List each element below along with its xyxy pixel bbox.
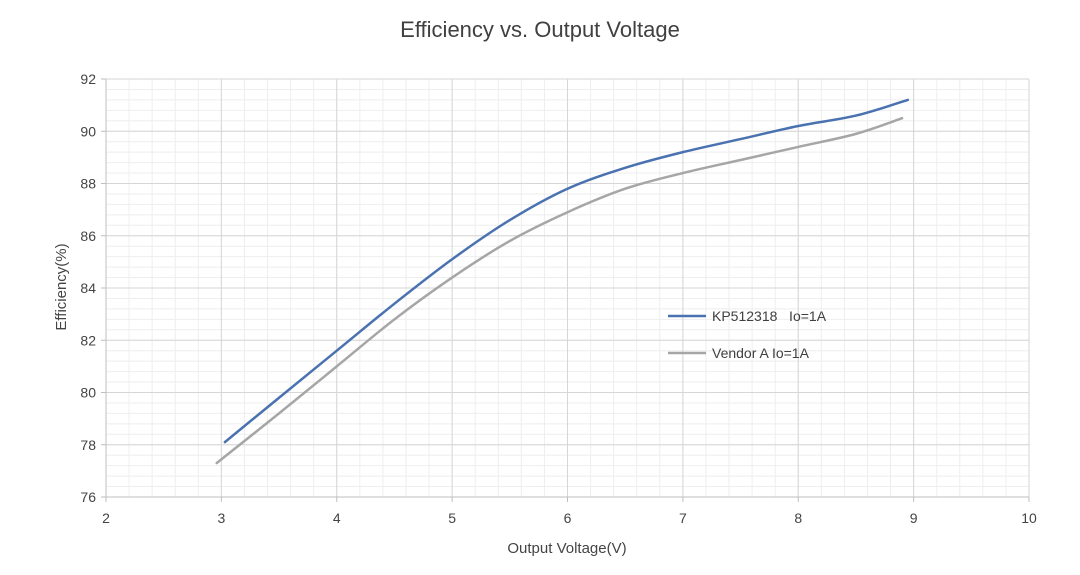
axes [101,78,1030,502]
y-tick-label: 92 [80,71,96,87]
x-tick-label: 5 [448,510,456,526]
y-tick-label: 80 [80,385,96,401]
legend-label-0: KP512318 Io=1A [712,308,827,324]
legend: KP512318 Io=1A Vendor A Io=1A [668,308,827,361]
x-tick-label: 7 [679,510,687,526]
x-tick-labels: 2 3 4 5 6 7 8 9 10 [102,510,1037,526]
y-tick-label: 86 [80,228,96,244]
legend-label-1: Vendor A Io=1A [712,345,810,361]
series-line-1 [215,116,904,465]
x-tick-label: 3 [217,510,225,526]
y-tick-label: 78 [80,437,96,453]
x-tick-label: 8 [794,510,802,526]
y-tick-labels: 76 78 80 82 84 86 88 90 92 [80,71,96,505]
y-tick-label: 90 [80,123,96,139]
x-tick-label: 10 [1021,510,1037,526]
x-tick-label: 2 [102,510,110,526]
y-axis-label: Efficiency(%) [53,243,70,330]
x-tick-label: 6 [564,510,572,526]
y-tick-label: 76 [80,489,96,505]
y-tick-label: 88 [80,176,96,192]
series-line-0 [223,98,910,444]
x-tick-label: 9 [910,510,918,526]
x-tick-label: 4 [333,510,341,526]
series-lines [215,98,910,465]
x-axis-label: Output Voltage(V) [507,540,626,557]
chart-title: Efficiency vs. Output Voltage [400,17,680,42]
y-tick-label: 84 [80,280,96,296]
y-tick-label: 82 [80,332,96,348]
